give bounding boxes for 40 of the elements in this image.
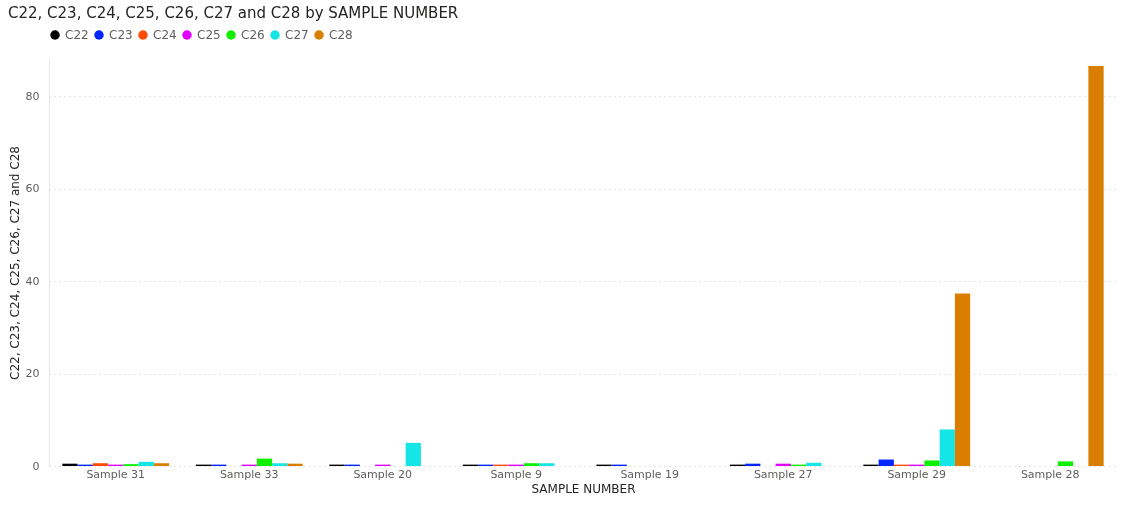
legend-label: C23: [109, 28, 133, 42]
bar: [924, 460, 940, 466]
bar: [806, 462, 822, 466]
bar: [954, 293, 971, 466]
y-tick-label: 20: [25, 367, 40, 380]
x-tick-label: Sample 20: [353, 467, 413, 481]
y-tick-label: 80: [25, 89, 40, 103]
bar: [272, 463, 288, 466]
x-tick-label: Sample 29: [887, 467, 947, 481]
legend-label: C28: [329, 28, 353, 42]
bar: [92, 463, 109, 466]
x-tick-label: Sample 28: [1020, 467, 1080, 481]
legend-label: C22: [65, 28, 89, 42]
bar: [539, 463, 555, 466]
bar: [405, 442, 421, 466]
bar: [62, 463, 78, 466]
legend-label: C24: [153, 28, 177, 42]
x-tick-label: Sample 31: [86, 467, 146, 481]
y-tick-label: 40: [25, 274, 40, 288]
y-tick-label: 60: [25, 182, 40, 195]
x-tick-label: Sample 19: [620, 467, 680, 481]
legend-label: C26: [241, 28, 265, 42]
y-tick-label: 0: [32, 459, 40, 473]
y-axis-title: C22, C23, C24, C25, C26, C27 and C28: [7, 146, 22, 380]
x-tick-label: Sample 33: [219, 467, 279, 481]
bar: [1057, 461, 1074, 466]
bar: [523, 463, 540, 466]
legend-label: C25: [197, 28, 221, 42]
bar: [1088, 65, 1104, 466]
x-axis-title: SAMPLE NUMBER: [531, 481, 636, 496]
bar: [878, 459, 894, 466]
chart-title: C22, C23, C24, C25, C26, C27 and C28 by SAMPLE NUMBER: [8, 4, 459, 22]
bar: [287, 463, 303, 466]
bar: [138, 461, 154, 466]
legend-label: C27: [285, 28, 309, 42]
bar: [153, 463, 170, 466]
x-tick-label: Sample 27: [753, 467, 813, 481]
bar: [256, 458, 273, 466]
x-tick-label: Sample 9: [490, 467, 543, 481]
bar: [939, 429, 955, 466]
